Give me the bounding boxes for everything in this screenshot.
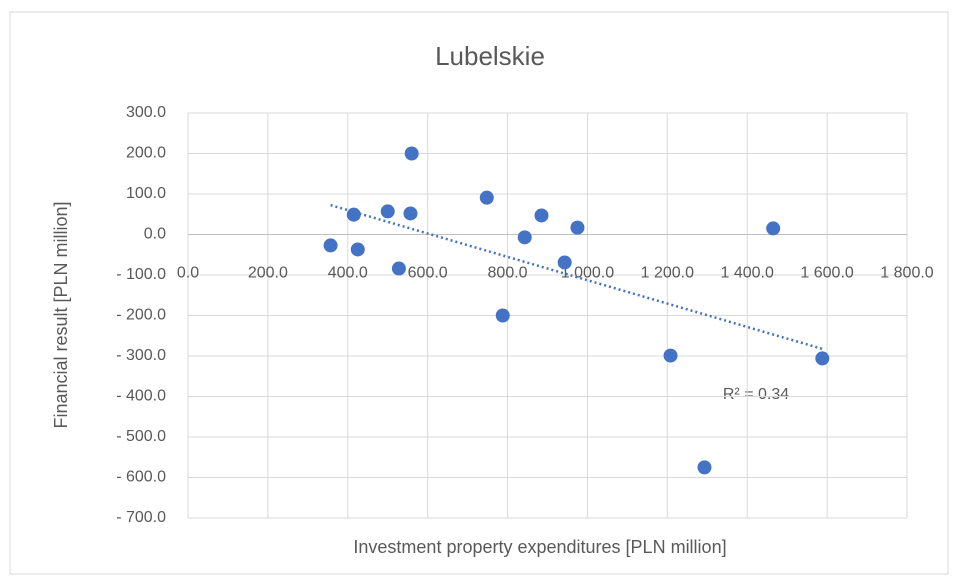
x-tick-label: 1 800.0 — [880, 265, 933, 282]
point — [404, 146, 419, 161]
y-axis-title: Financial result [PLN million] — [51, 201, 71, 428]
point — [323, 238, 338, 253]
point — [766, 221, 781, 236]
point — [350, 242, 365, 257]
y-tick-label: 300.0 — [126, 104, 166, 121]
x-tick-label: 0.0 — [177, 265, 199, 282]
point — [380, 204, 395, 219]
y-tick-label: 0.0 — [144, 226, 166, 243]
y-tick-label: - 500.0 — [116, 428, 166, 445]
point — [557, 255, 572, 270]
chart-title: Lubelskie — [435, 41, 545, 71]
x-tick-label: 1 000.0 — [561, 265, 614, 282]
point — [391, 261, 406, 276]
point — [570, 220, 585, 235]
x-tick-label: 1 200.0 — [641, 265, 694, 282]
chart-border — [9, 11, 949, 575]
x-tick-label: 600.0 — [408, 265, 448, 282]
point — [517, 230, 532, 245]
x-tick-label: 800.0 — [488, 265, 528, 282]
y-tick-label: - 400.0 — [116, 388, 166, 405]
y-tick-label: - 200.0 — [116, 307, 166, 324]
x-tick-label: 1 400.0 — [721, 265, 774, 282]
x-axis-title: Investment property expenditures [PLN mi… — [353, 537, 726, 557]
y-tick-label: 100.0 — [126, 185, 166, 202]
point — [697, 460, 712, 475]
y-tick-label: - 600.0 — [116, 469, 166, 486]
point — [534, 208, 549, 223]
x-tick-label: 200.0 — [248, 265, 288, 282]
y-tick-label: - 700.0 — [116, 509, 166, 526]
point — [479, 190, 494, 205]
y-tick-label: 200.0 — [126, 145, 166, 162]
point — [815, 351, 830, 366]
y-tick-label: - 300.0 — [116, 347, 166, 364]
point — [346, 207, 361, 222]
point — [663, 348, 678, 363]
annotation: R² = 0.34 — [723, 386, 789, 403]
point — [495, 308, 510, 323]
x-tick-label: 400.0 — [328, 265, 368, 282]
trendline — [330, 203, 823, 351]
x-tick-label: 1 600.0 — [800, 265, 853, 282]
y-tick-label: - 100.0 — [116, 266, 166, 283]
point — [403, 206, 418, 221]
